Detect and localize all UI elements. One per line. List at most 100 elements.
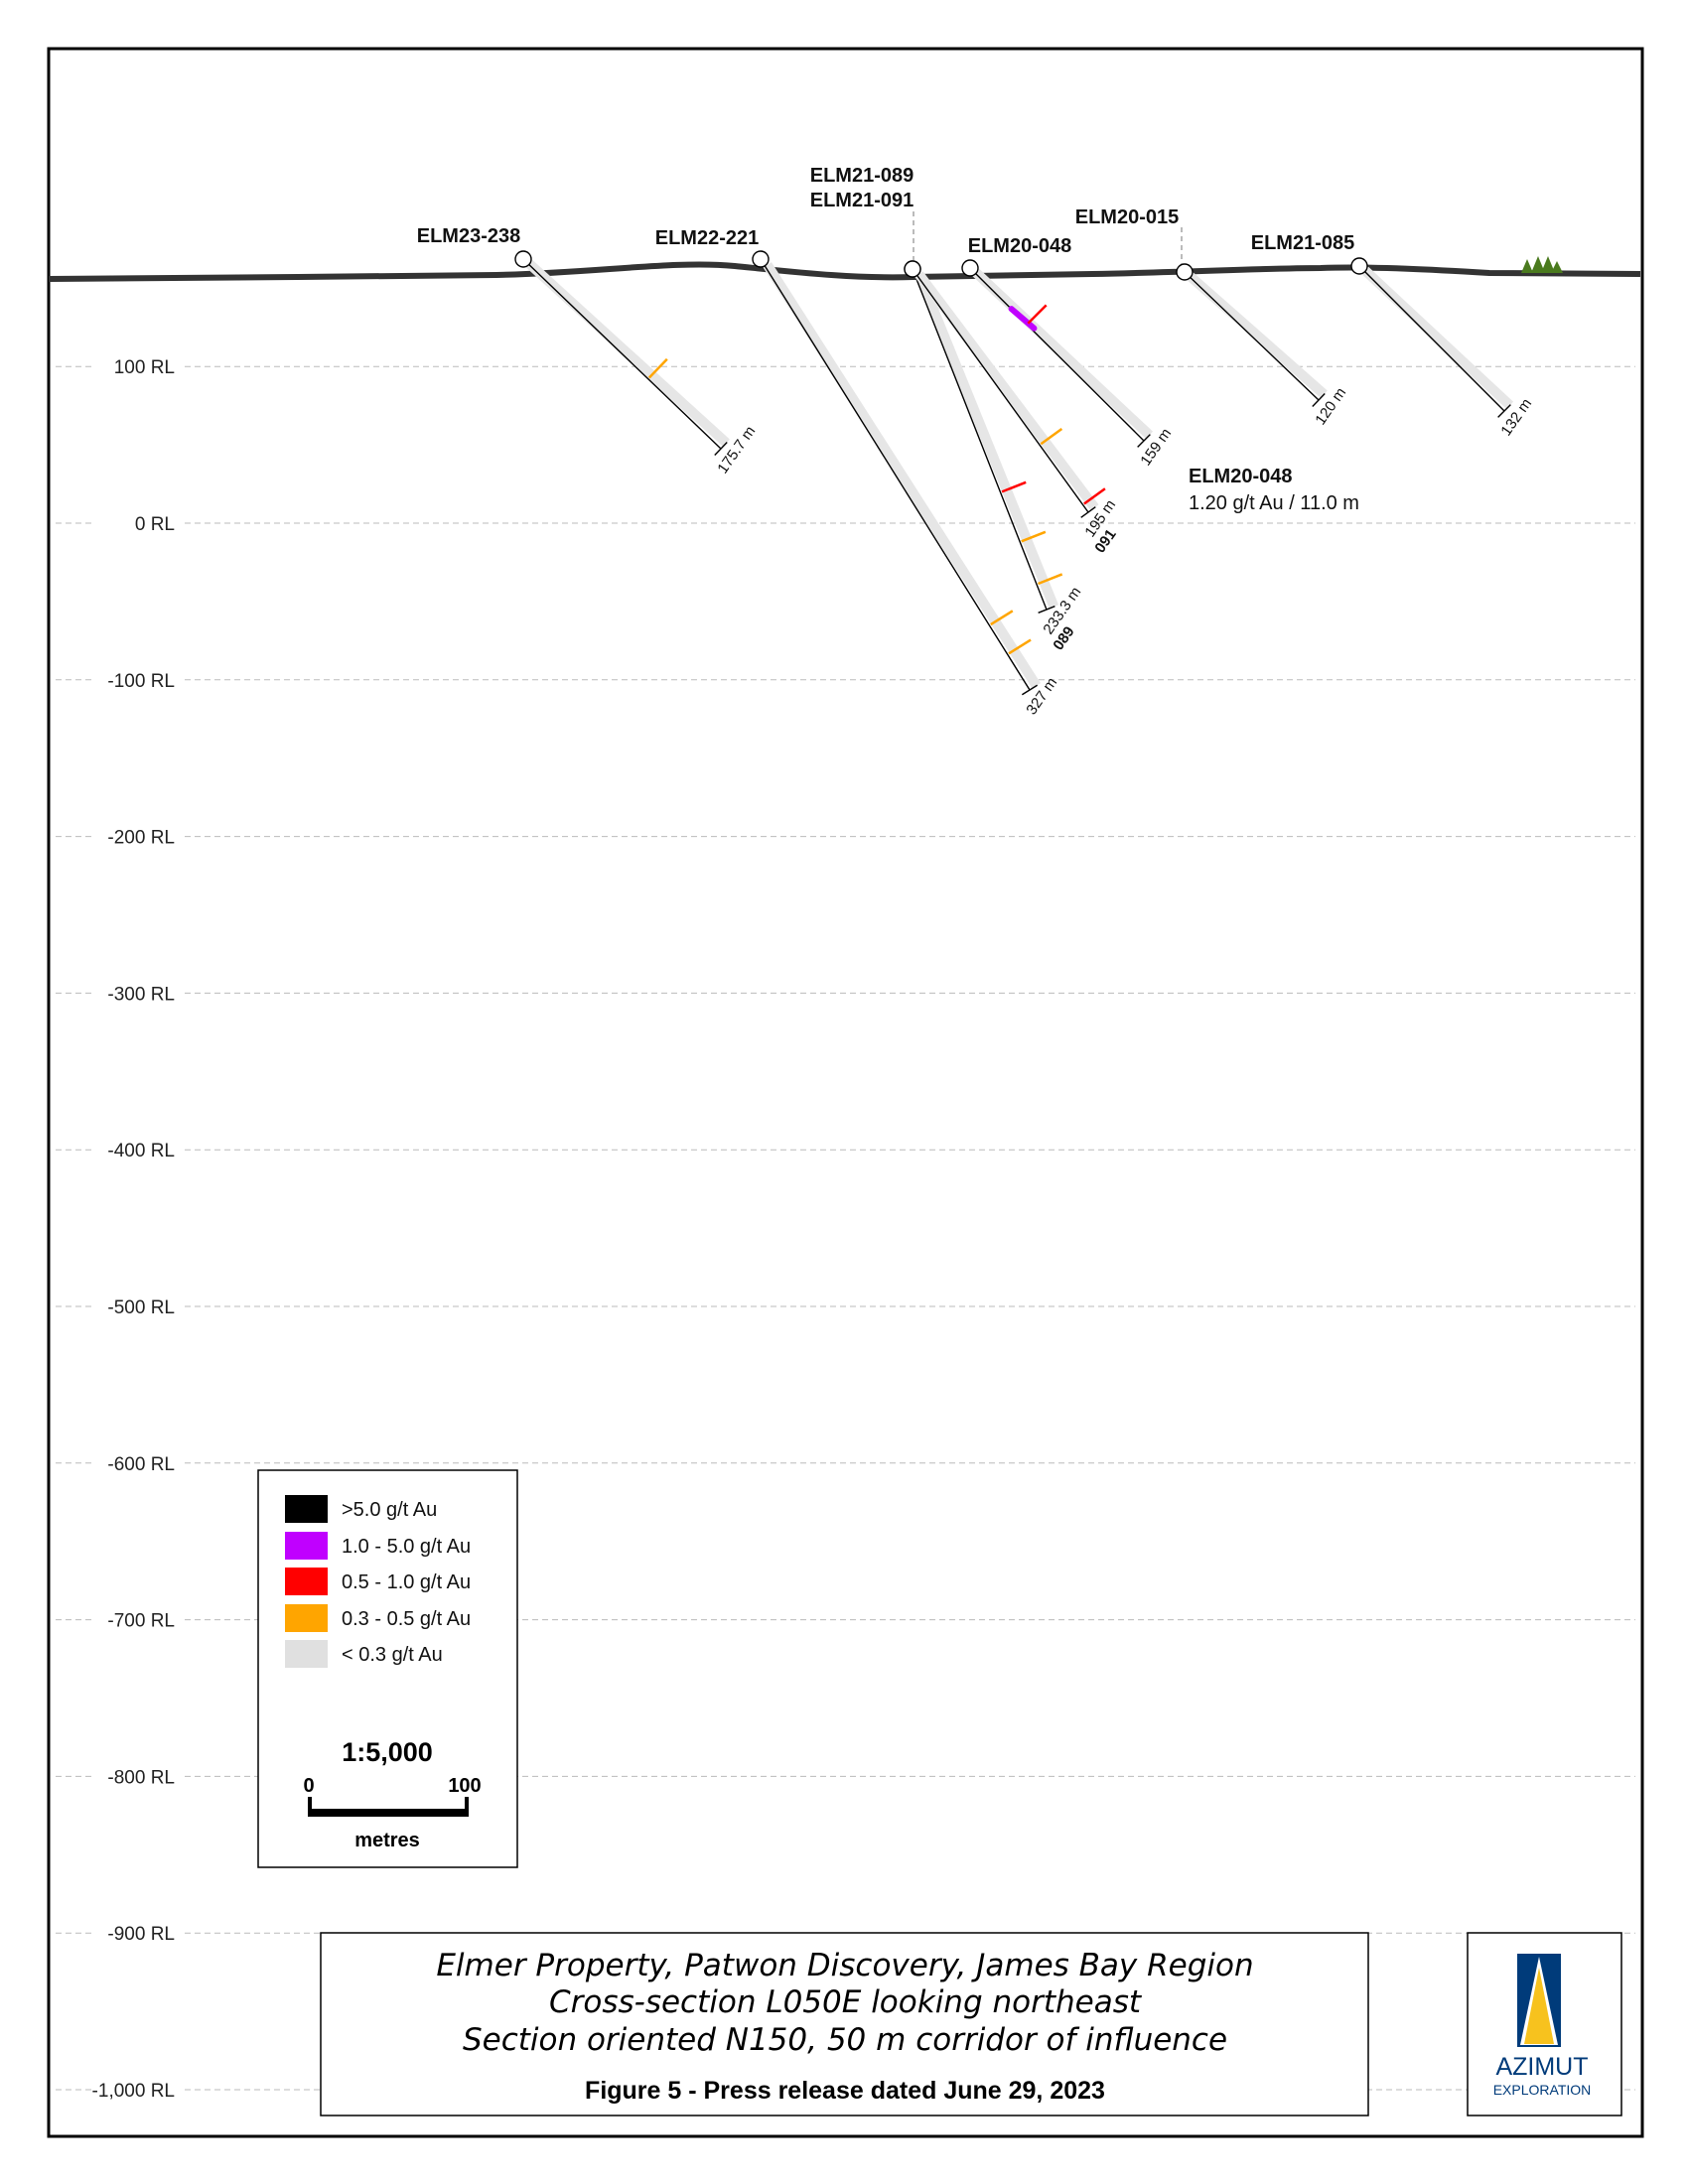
legend-swatch	[285, 1532, 328, 1560]
rl-label-bg	[91, 824, 181, 847]
grade-intercept	[1027, 304, 1048, 325]
rl-label-bg	[91, 1764, 181, 1787]
scale-max: 100	[448, 1775, 481, 1797]
scale-bar	[308, 1797, 469, 1817]
collar-marker	[1176, 263, 1194, 281]
hole-trace	[912, 268, 1048, 611]
hole-label: ELM23-238	[417, 225, 521, 247]
rl-label: -900 RL	[107, 1924, 175, 1945]
grade-band	[1187, 272, 1328, 398]
grade-intercept	[1038, 573, 1063, 586]
rl-label-bg	[91, 511, 181, 533]
hole-end-tick	[1080, 506, 1096, 518]
tree-icon	[1521, 256, 1563, 273]
rl-label-bg	[91, 1921, 181, 1944]
title-line-2: Cross-section L050E looking northeast	[549, 1984, 1143, 2020]
grade-band	[1361, 266, 1514, 410]
grade-intercept	[1001, 480, 1027, 493]
drill-hole: 132 m	[1350, 257, 1535, 439]
drill-hole: 159 m	[961, 259, 1175, 469]
rl-label: -1,000 RL	[92, 2081, 175, 2102]
legend-label: 0.5 - 1.0 g/t Au	[342, 1571, 471, 1593]
hole-end-tick	[714, 442, 728, 456]
hole-end-tick	[1137, 434, 1151, 448]
hole-end-tick	[1312, 393, 1326, 407]
collar-marker	[752, 250, 770, 268]
rl-label: -300 RL	[107, 984, 175, 1005]
rl-label: -500 RL	[107, 1297, 175, 1318]
grade-intercept	[1040, 427, 1063, 446]
rl-label: 0 RL	[135, 514, 175, 535]
grade-intercept	[647, 357, 668, 379]
title-line-3: Section oriented N150, 50 m corridor of …	[463, 2022, 1227, 2058]
map-frame	[47, 47, 1644, 2138]
rl-label-bg	[91, 1607, 181, 1630]
annotation-value: 1.20 g/t Au / 11.0 m	[1189, 492, 1359, 514]
hole-label: ELM20-048	[968, 235, 1072, 257]
grade-band	[914, 271, 1099, 511]
collar-marker	[514, 250, 532, 268]
hole-length-label: 175.7 m	[714, 423, 759, 477]
hole-label: ELM21-085	[1251, 232, 1355, 254]
legend-label: 1.0 - 5.0 g/t Au	[342, 1536, 471, 1558]
logo-sub: EXPLORATION	[1493, 2082, 1592, 2098]
collar-marker	[904, 260, 921, 278]
title-block: Elmer Property, Patwon Discovery, James …	[320, 1932, 1369, 2116]
rl-label-bg	[91, 2078, 181, 2100]
scale-unit: metres	[354, 1830, 420, 1851]
hole-label: ELM20-015	[1075, 206, 1180, 228]
figure-caption: Figure 5 - Press release dated June 29, …	[585, 2077, 1105, 2105]
hole-trace	[1184, 271, 1320, 401]
legend-label: < 0.3 g/t Au	[342, 1644, 443, 1666]
grade-intercept	[1021, 530, 1047, 543]
rl-label-bg	[91, 354, 181, 377]
drill-hole: 327 m	[752, 250, 1060, 718]
rl-label-bg	[91, 1138, 181, 1160]
grade-band	[763, 262, 1041, 689]
rl-label-bg	[91, 667, 181, 690]
scale-min: 0	[303, 1775, 314, 1797]
hole-end-tick	[1038, 606, 1055, 614]
hole-end-tick	[1497, 404, 1511, 418]
rl-label-bg	[91, 1295, 181, 1316]
grade-intercept	[1083, 487, 1106, 505]
rl-label-bg	[91, 1450, 181, 1473]
rl-label: -100 RL	[107, 671, 175, 692]
collar-marker	[961, 259, 979, 277]
legend-swatch	[285, 1604, 328, 1632]
rl-label: -200 RL	[107, 828, 175, 849]
rl-label: -600 RL	[107, 1454, 175, 1475]
grade-band	[972, 268, 1154, 439]
legend: >5.0 g/t Au 1.0 - 5.0 g/t Au 0.5 - 1.0 g/t…	[257, 1469, 518, 1868]
grade-band	[525, 259, 730, 447]
rl-grid: 100 RL 0 RL -100 RL -200 RL -300 RL -400 RL -5…	[56, 354, 1635, 2102]
hole-trace	[522, 258, 722, 450]
grade-intercept	[990, 610, 1014, 626]
collar-marker	[1350, 257, 1368, 275]
rl-label: -400 RL	[107, 1141, 175, 1161]
topography-surface	[48, 261, 1641, 282]
hole-trace	[912, 268, 1089, 513]
hole-end-tick	[1021, 684, 1039, 696]
hole-label: ELM21-089	[810, 165, 914, 187]
legend-swatch	[285, 1640, 328, 1668]
azimut-logo: AZIMUT EXPLORATION	[1467, 1932, 1622, 2116]
rl-label: -700 RL	[107, 1611, 175, 1632]
annotation-hole: ELM20-048	[1189, 466, 1293, 487]
legend-swatch	[285, 1568, 328, 1595]
legend-swatch	[285, 1495, 328, 1523]
grade-intercept	[1008, 306, 1038, 332]
hole-trace	[760, 258, 1031, 691]
rl-label: -800 RL	[107, 1767, 175, 1788]
grade-band	[914, 274, 1059, 609]
hole-trace	[969, 267, 1145, 442]
legend-label: 0.3 - 0.5 g/t Au	[342, 1608, 471, 1630]
drill-hole: 120 m	[1176, 263, 1349, 428]
drill-hole: 175.7 m	[514, 250, 759, 477]
scale-ratio: 1:5,000	[342, 1737, 433, 1767]
hole-label: ELM22-221	[655, 227, 760, 249]
logo-name: AZIMUT	[1495, 2053, 1588, 2081]
